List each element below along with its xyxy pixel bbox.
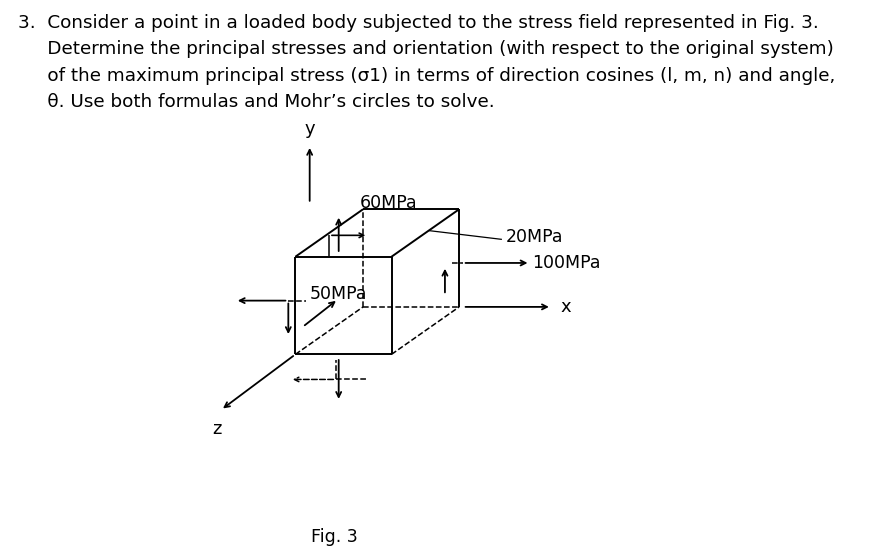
Text: 20MPa: 20MPa xyxy=(505,228,563,246)
Text: z: z xyxy=(213,420,222,438)
Text: x: x xyxy=(560,298,571,316)
Text: 3.  Consider a point in a loaded body subjected to the stress field represented : 3. Consider a point in a loaded body sub… xyxy=(17,14,835,111)
Text: 60MPa: 60MPa xyxy=(360,194,418,212)
Text: Fig. 3: Fig. 3 xyxy=(311,528,358,546)
Text: y: y xyxy=(304,121,315,138)
Text: 100MPa: 100MPa xyxy=(532,254,601,272)
Text: 50MPa: 50MPa xyxy=(310,285,368,303)
